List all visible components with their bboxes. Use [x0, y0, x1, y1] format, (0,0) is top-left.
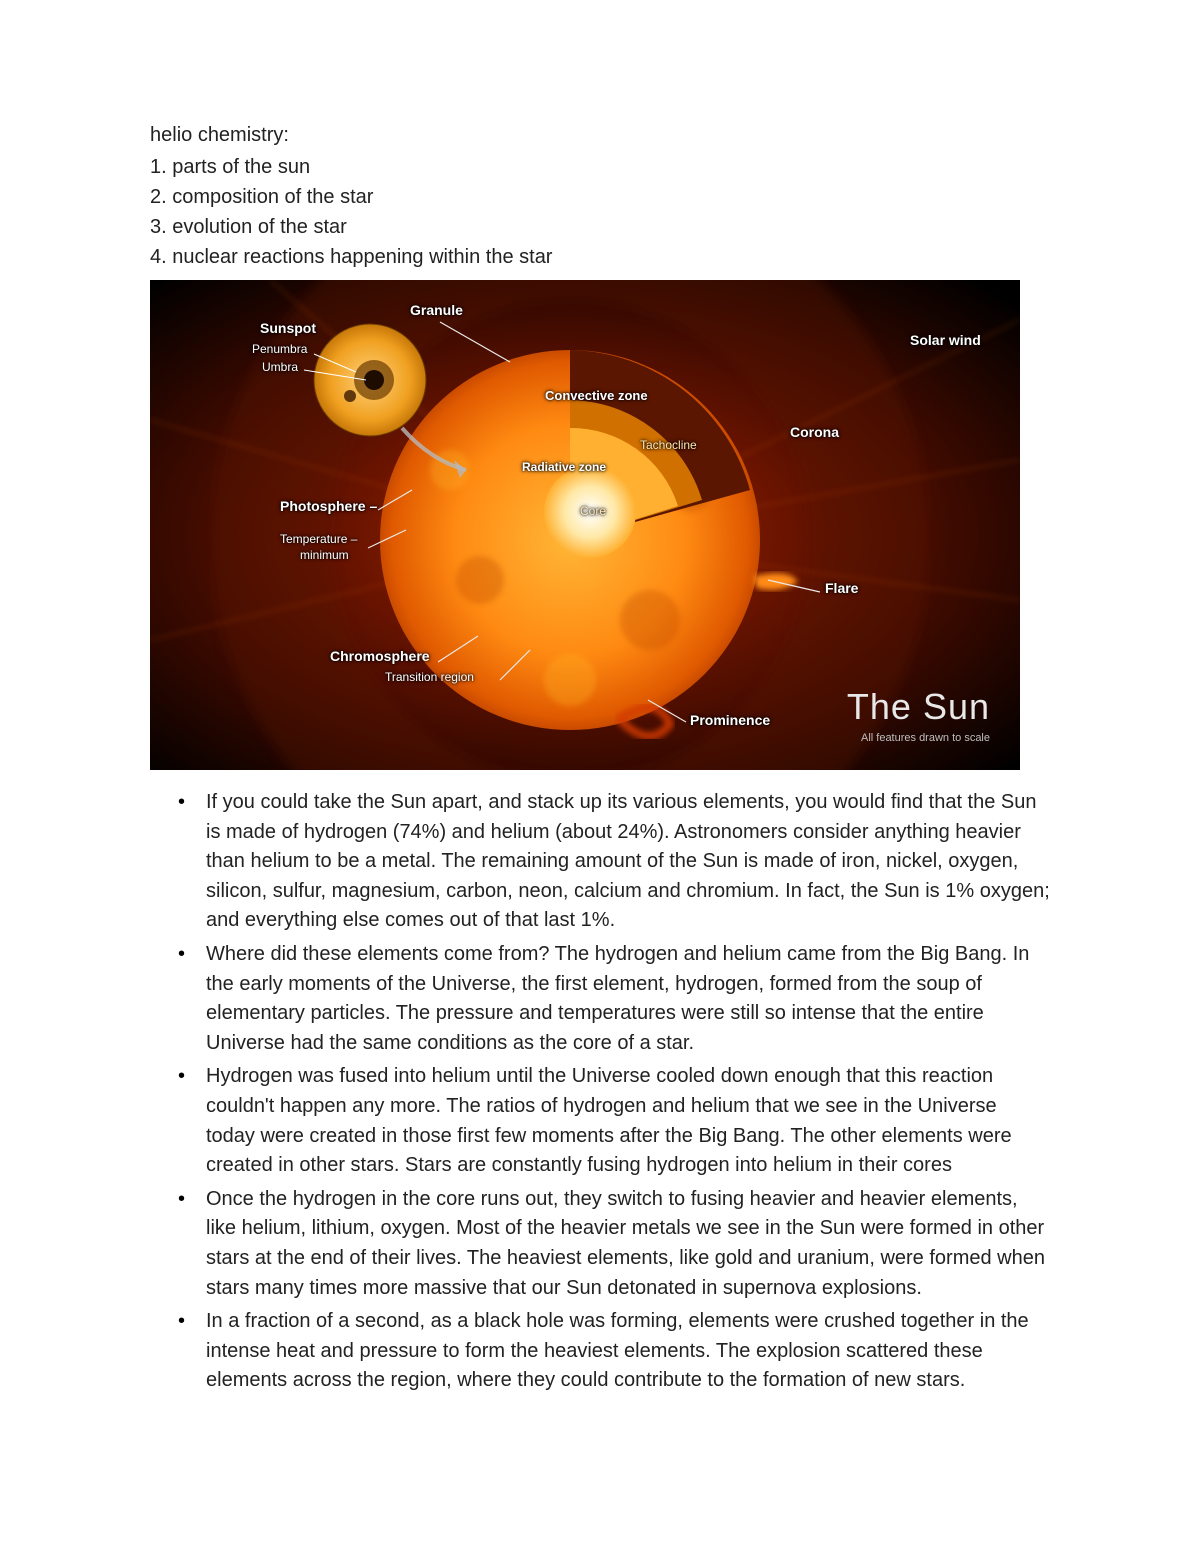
label-sunspot: Sunspot — [260, 320, 316, 336]
bullet-item: If you could take the Sun apart, and sta… — [206, 788, 1050, 936]
section-title: helio chemistry: — [150, 120, 1050, 150]
bullet-list: If you could take the Sun apart, and sta… — [150, 788, 1050, 1396]
label-corona: Corona — [790, 424, 839, 440]
label-transition-region: Transition region — [385, 670, 474, 684]
bullet-item: Once the hydrogen in the core runs out, … — [206, 1185, 1050, 1303]
diagram-title: The Sun — [847, 686, 990, 728]
label-flare: Flare — [825, 580, 858, 596]
label-solar-wind: Solar wind — [910, 332, 981, 348]
sun-diagram: Granule Solar wind Corona Photosphere – … — [150, 280, 1020, 770]
document-page: helio chemistry: 1. parts of the sun 2. … — [0, 0, 1200, 1553]
list-item: 1. parts of the sun — [150, 152, 1050, 182]
label-penumbra: Penumbra — [252, 342, 307, 356]
label-prominence: Prominence — [690, 712, 770, 728]
label-photosphere: Photosphere – — [280, 498, 377, 514]
label-radiative-zone: Radiative zone — [522, 460, 606, 474]
label-granule: Granule — [410, 302, 463, 318]
bullet-item: In a fraction of a second, as a black ho… — [206, 1307, 1050, 1396]
label-core: Core — [580, 504, 606, 518]
label-umbra: Umbra — [262, 360, 298, 374]
label-tachocline: Tachocline — [640, 438, 697, 452]
list-item: 4. nuclear reactions happening within th… — [150, 242, 1050, 272]
bullet-item: Hydrogen was fused into helium until the… — [206, 1062, 1050, 1180]
bullet-item: Where did these elements come from? The … — [206, 940, 1050, 1058]
diagram-subtitle: All features drawn to scale — [861, 732, 990, 744]
numbered-list: 1. parts of the sun 2. composition of th… — [150, 152, 1050, 272]
label-chromosphere: Chromosphere — [330, 648, 430, 664]
label-temp-min-1: Temperature – — [280, 532, 357, 546]
label-convective-zone: Convective zone — [545, 388, 648, 403]
list-item: 2. composition of the star — [150, 182, 1050, 212]
label-temp-min-2: minimum — [300, 548, 349, 562]
list-item: 3. evolution of the star — [150, 212, 1050, 242]
